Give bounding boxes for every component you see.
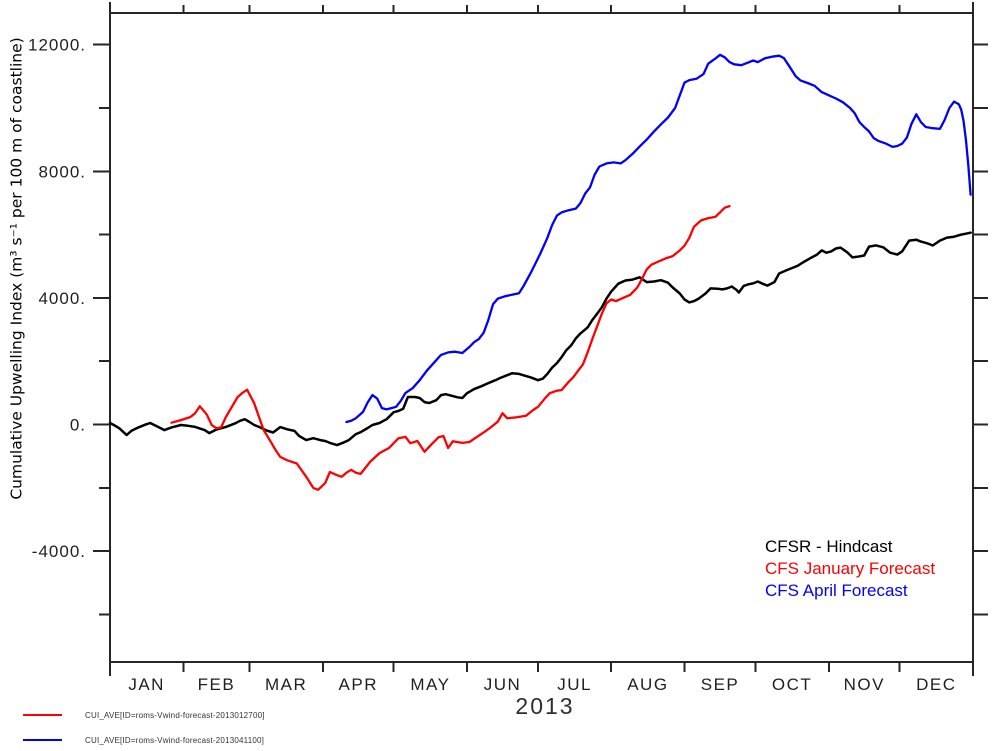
series-cfsr-hindcast [108,231,972,447]
y-tick-label: 0. [70,416,86,435]
x-tick-label: APR [339,675,378,694]
x-tick-label: MAY [410,675,450,694]
footer-legend-label: CUI_AVE[ID=roms-Vwind-forecast-201304110… [85,735,265,745]
x-tick-label: AUG [627,675,668,694]
y-axis-title: Cumulative Upwelling Index (m³ s⁻¹ per 1… [7,37,26,500]
x-tick-label: NOV [844,675,885,694]
footer-legend-item-january-run: CUI_AVE[ID=roms-Vwind-forecast-201301270… [23,710,265,720]
x-axis-year-label: 2013 [515,693,575,719]
plot-legend: CFSR - Hindcast CFS January Forecast CFS… [765,536,935,602]
y-tick-label: -4000. [32,542,86,561]
series-cfs-january-forecast [170,204,731,491]
x-tick-label: MAR [265,675,307,694]
blue-line-swatch [23,739,62,741]
legend-item-cfsr-hindcast: CFSR - Hindcast [765,536,935,558]
footer-legend-label: CUI_AVE[ID=roms-Vwind-forecast-201301270… [85,710,265,720]
y-tick-label: 8000. [38,162,86,181]
legend-item-cfs-january-forecast: CFS January Forecast [765,558,935,580]
y-tick-label: 4000. [38,289,86,308]
series-cfs-april-forecast [345,53,972,424]
x-tick-label: OCT [772,675,812,694]
legend-label: CFS January Forecast [765,559,936,578]
red-line-swatch [23,714,62,716]
legend-item-cfs-april-forecast: CFS April Forecast [765,580,935,602]
legend-label: CFS April Forecast [765,581,908,600]
x-tick-label: JAN [128,675,165,694]
footer-legend-item-april-run: CUI_AVE[ID=roms-Vwind-forecast-201304110… [23,735,264,745]
x-tick-label: SEP [701,675,740,694]
x-tick-label: DEC [916,675,956,694]
x-tick-label: FEB [198,675,236,694]
x-tick-label: JUL [557,675,592,694]
x-tick-label: JUN [484,675,522,694]
y-tick-label: 12000. [28,36,86,55]
legend-label: CFSR - Hindcast [765,537,893,556]
